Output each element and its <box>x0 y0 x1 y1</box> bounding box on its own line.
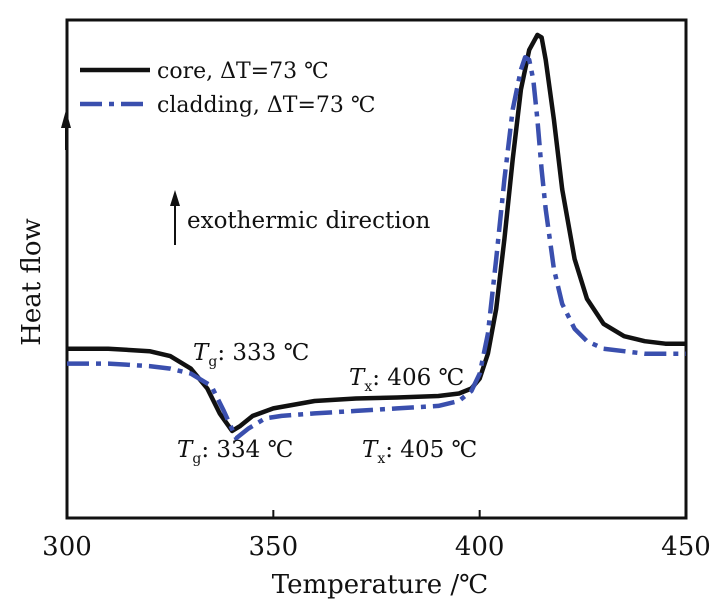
x-axis-title: Temperature /℃ <box>272 570 488 600</box>
x-tick-label-450: 450 <box>661 532 711 562</box>
annotation-tx-cladding: Tx: 405 ℃ <box>362 437 477 467</box>
y-axis-arrow-icon <box>61 110 71 150</box>
exothermic-label: exothermic direction <box>187 208 430 234</box>
series-line-cladding <box>67 55 686 441</box>
x-tick-label-300: 300 <box>42 532 92 562</box>
x-tick-label-350: 350 <box>249 532 299 562</box>
legend-label-cladding: cladding, ΔT=73 ℃ <box>157 93 376 118</box>
plot-frame <box>65 18 688 520</box>
x-tick-label-400: 400 <box>455 532 505 562</box>
annotation-tx-core: Tx: 406 ℃ <box>349 365 464 395</box>
annotation-tg-cladding: Tg: 334 ℃ <box>177 437 293 467</box>
legend: core, ΔT=73 ℃ cladding, ΔT=73 ℃ <box>80 59 376 118</box>
up-arrow-icon <box>170 190 180 245</box>
series-line-core <box>67 32 686 434</box>
x-axis-ticks: 300 350 400 450 <box>42 510 711 562</box>
legend-label-core: core, ΔT=73 ℃ <box>157 59 329 84</box>
annotation-tg-core: Tg: 333 ℃ <box>193 340 309 370</box>
y-axis-title: Heat flow <box>17 218 47 346</box>
exothermic-annotation: exothermic direction <box>170 190 430 245</box>
